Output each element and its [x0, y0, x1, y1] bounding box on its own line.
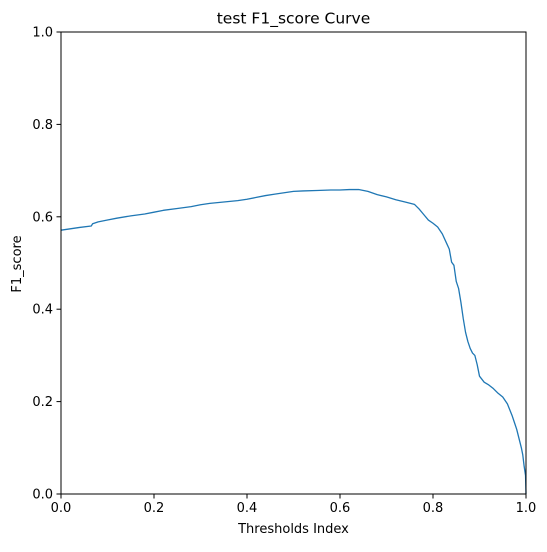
y-tick-label: 0.6 [32, 210, 53, 225]
x-axis-label: Thresholds Index [237, 522, 349, 537]
y-tick-label: 0.2 [32, 395, 53, 410]
y-tick-label: 1.0 [32, 26, 53, 41]
axes-frame [60, 31, 527, 495]
plot-area [60, 188, 527, 495]
x-axis: 0.0 0.2 0.4 0.6 0.8 1.0 [51, 494, 537, 516]
x-tick-label: 1.0 [516, 501, 537, 516]
y-axis: 0.0 0.2 0.4 0.6 0.8 1.0 [32, 26, 61, 503]
y-tick-label: 0.4 [32, 303, 53, 318]
x-tick-label: 0.4 [237, 501, 258, 516]
x-tick-label: 0.2 [144, 501, 165, 516]
y-tick-label: 0.0 [32, 488, 53, 503]
y-axis-label: F1_score [10, 235, 25, 292]
series-line-0 [60, 188, 527, 495]
chart-title: test F1_score Curve [217, 10, 371, 29]
y-tick-label: 0.8 [32, 118, 53, 133]
x-tick-label: 0.8 [423, 501, 444, 516]
x-tick-label: 0.0 [51, 501, 72, 516]
x-tick-label: 0.6 [330, 501, 351, 516]
